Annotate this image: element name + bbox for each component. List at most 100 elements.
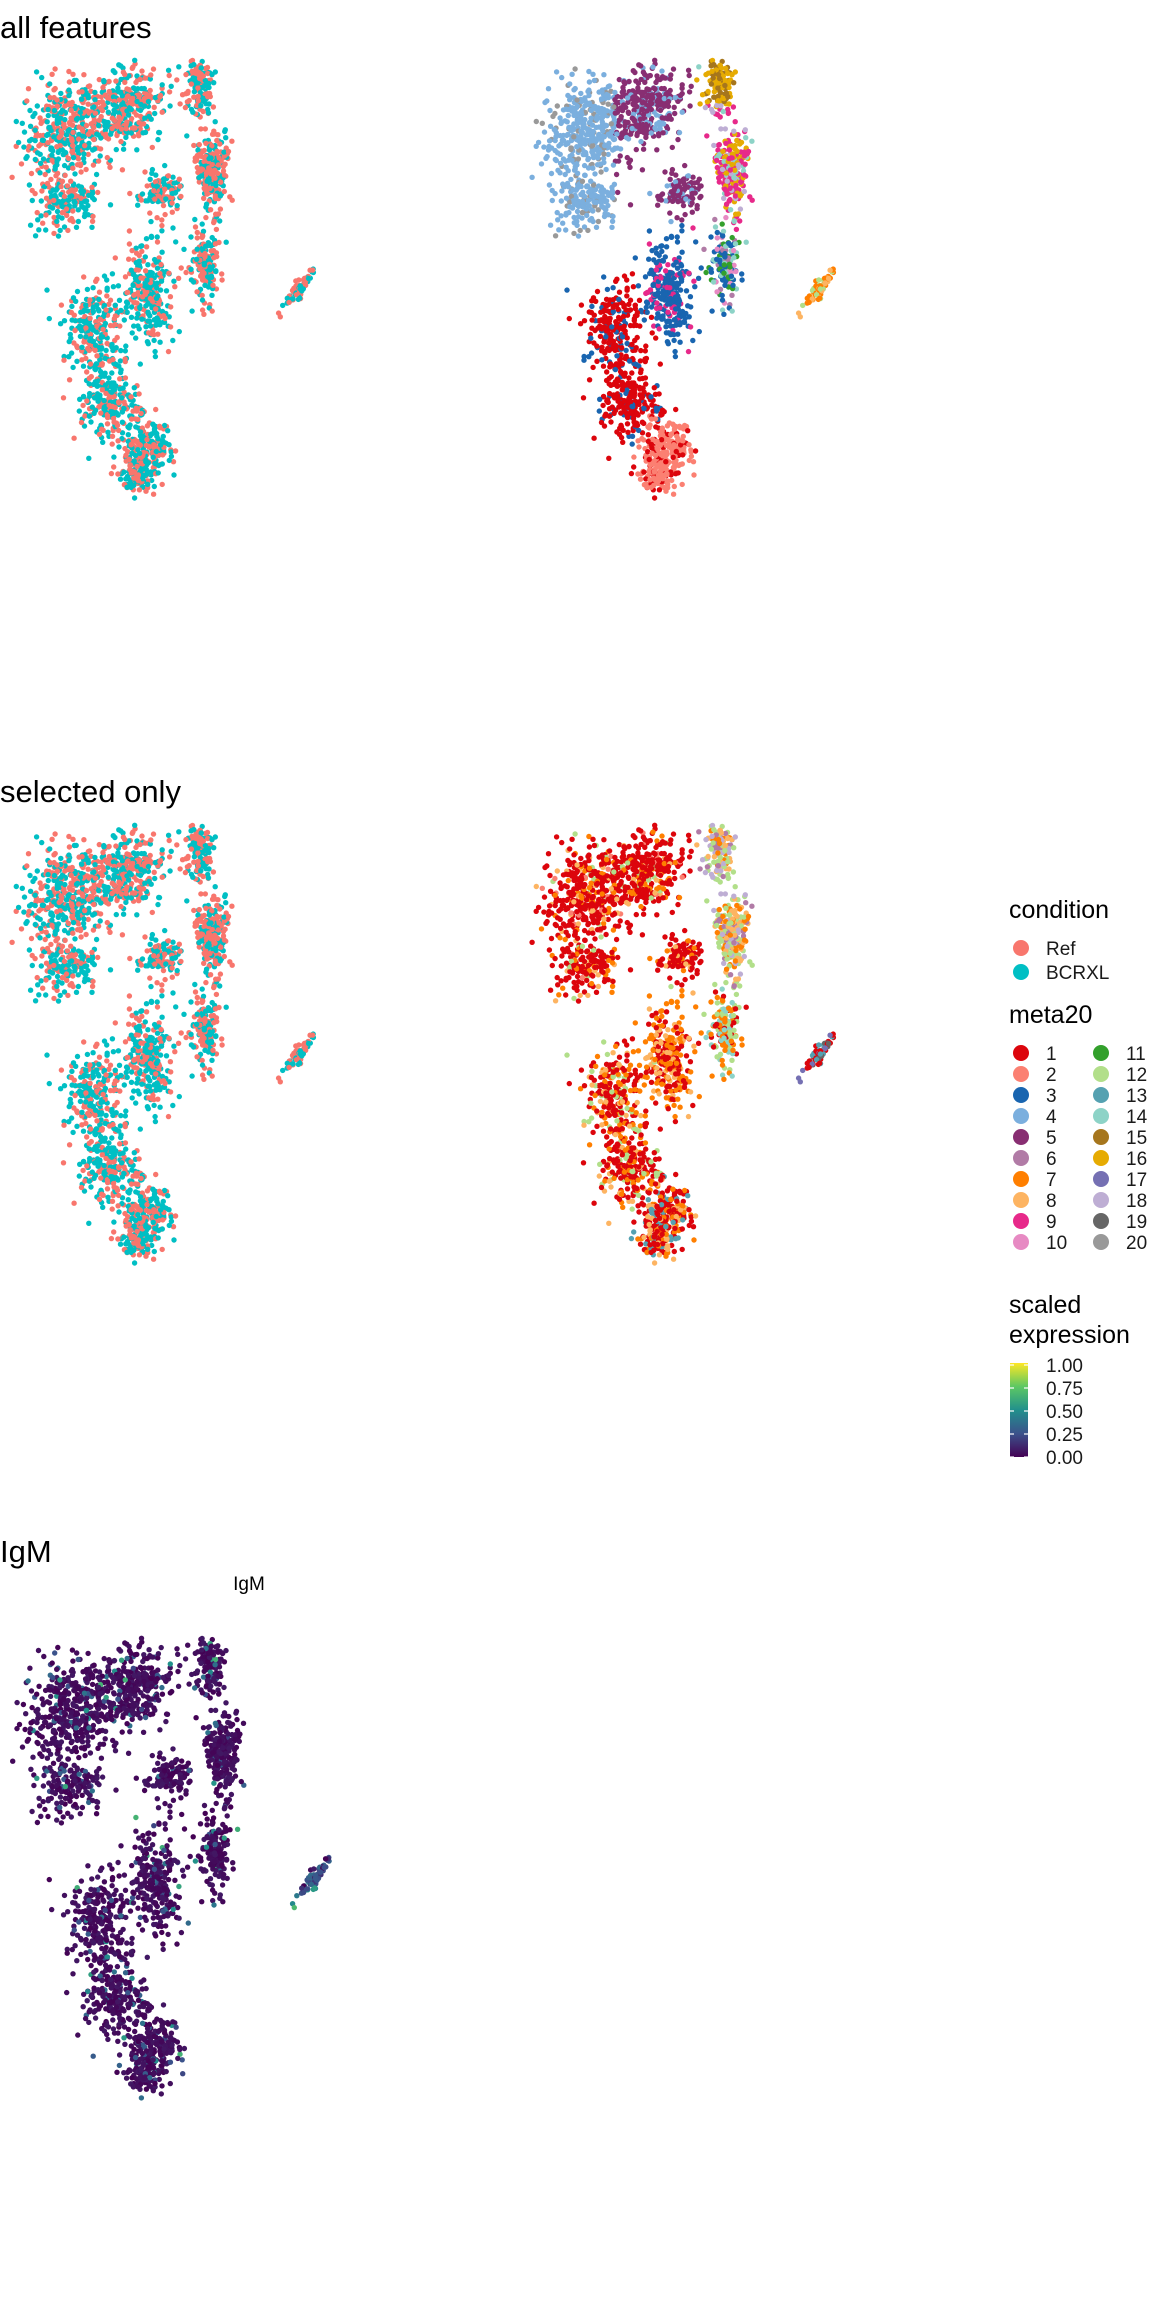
cell-point bbox=[86, 102, 91, 107]
cell-point bbox=[666, 341, 671, 346]
cell-point bbox=[138, 411, 143, 416]
cell-point bbox=[65, 183, 70, 188]
cell-point bbox=[728, 207, 733, 212]
cell-point bbox=[98, 153, 103, 158]
cell-point bbox=[134, 267, 139, 272]
section-title-all-features: all features bbox=[0, 10, 152, 45]
cell-point bbox=[87, 381, 92, 386]
cell-point bbox=[529, 175, 534, 180]
cell-point bbox=[95, 384, 100, 389]
cell-point bbox=[565, 119, 570, 124]
cell-point bbox=[118, 139, 123, 144]
cell-point bbox=[592, 171, 597, 176]
cell-point bbox=[664, 244, 669, 249]
cell-point bbox=[573, 164, 578, 169]
cell-point bbox=[687, 103, 692, 108]
cell-point bbox=[122, 356, 127, 361]
cell-point bbox=[86, 132, 91, 137]
cell-point bbox=[196, 175, 201, 180]
cell-point bbox=[161, 203, 166, 208]
cell-point bbox=[563, 212, 568, 217]
cell-point bbox=[81, 72, 86, 77]
cell-point bbox=[714, 158, 719, 163]
cell-point bbox=[731, 255, 736, 260]
cell-point bbox=[611, 305, 616, 310]
cell-point bbox=[611, 137, 616, 142]
cell-point bbox=[629, 370, 634, 375]
cell-point bbox=[652, 495, 657, 500]
cell-point bbox=[200, 167, 205, 172]
cell-point bbox=[83, 334, 88, 339]
cell-point bbox=[670, 145, 675, 150]
cell-point bbox=[134, 439, 139, 444]
cell-point bbox=[559, 188, 564, 193]
cell-point bbox=[677, 130, 682, 135]
cell-point bbox=[552, 128, 557, 133]
cell-point bbox=[567, 95, 572, 100]
cell-point bbox=[733, 269, 738, 274]
cell-point bbox=[546, 144, 551, 149]
cell-point bbox=[662, 169, 667, 174]
cell-point bbox=[536, 140, 541, 145]
cell-point bbox=[168, 324, 173, 329]
cell-point bbox=[136, 120, 141, 125]
cell-point bbox=[206, 156, 211, 161]
cell-point bbox=[90, 219, 95, 224]
cell-point bbox=[148, 72, 153, 77]
cell-point bbox=[711, 62, 716, 67]
cell-point bbox=[127, 191, 132, 196]
cell-point bbox=[588, 336, 593, 341]
cell-point bbox=[72, 200, 77, 205]
cell-point bbox=[620, 108, 625, 113]
cell-point bbox=[9, 175, 14, 180]
cell-point bbox=[105, 430, 110, 435]
cell-point bbox=[100, 440, 105, 445]
cell-point bbox=[85, 287, 90, 292]
cell-point bbox=[739, 277, 744, 282]
cell-point bbox=[171, 472, 176, 477]
cell-point bbox=[50, 187, 55, 192]
cell-point bbox=[130, 330, 135, 335]
cell-point bbox=[151, 338, 156, 343]
cell-point bbox=[154, 260, 159, 265]
cell-point bbox=[720, 221, 725, 226]
cell-point bbox=[211, 129, 216, 134]
cell-point bbox=[619, 345, 624, 350]
cell-point bbox=[553, 233, 558, 238]
cell-point bbox=[213, 269, 218, 274]
cell-point bbox=[121, 406, 126, 411]
cell-point bbox=[720, 293, 725, 298]
cell-point bbox=[171, 279, 176, 284]
cell-point bbox=[131, 469, 136, 474]
cell-point bbox=[176, 276, 181, 281]
cell-point bbox=[217, 141, 222, 146]
cell-point bbox=[45, 181, 50, 186]
cell-point bbox=[657, 487, 662, 492]
cell-point bbox=[127, 457, 132, 462]
cell-point bbox=[122, 80, 127, 85]
cell-point bbox=[115, 438, 120, 443]
cell-point bbox=[110, 434, 115, 439]
cell-point bbox=[132, 495, 137, 500]
cell-point bbox=[156, 470, 161, 475]
cell-point bbox=[605, 287, 610, 292]
cell-point bbox=[97, 290, 102, 295]
cell-point bbox=[175, 203, 180, 208]
cell-point bbox=[649, 304, 654, 309]
cell-point bbox=[73, 299, 78, 304]
cell-point bbox=[652, 86, 657, 91]
cell-point bbox=[539, 161, 544, 166]
cell-point bbox=[571, 231, 576, 236]
cell-point bbox=[142, 116, 147, 121]
cell-point bbox=[91, 411, 96, 416]
cell-point bbox=[596, 219, 601, 224]
cell-point bbox=[622, 404, 627, 409]
cell-point bbox=[597, 408, 602, 413]
cell-point bbox=[632, 322, 637, 327]
cell-point bbox=[629, 404, 634, 409]
cell-point bbox=[116, 62, 121, 67]
cell-point bbox=[703, 270, 708, 275]
cell-point bbox=[680, 82, 685, 87]
cell-point bbox=[699, 265, 704, 270]
